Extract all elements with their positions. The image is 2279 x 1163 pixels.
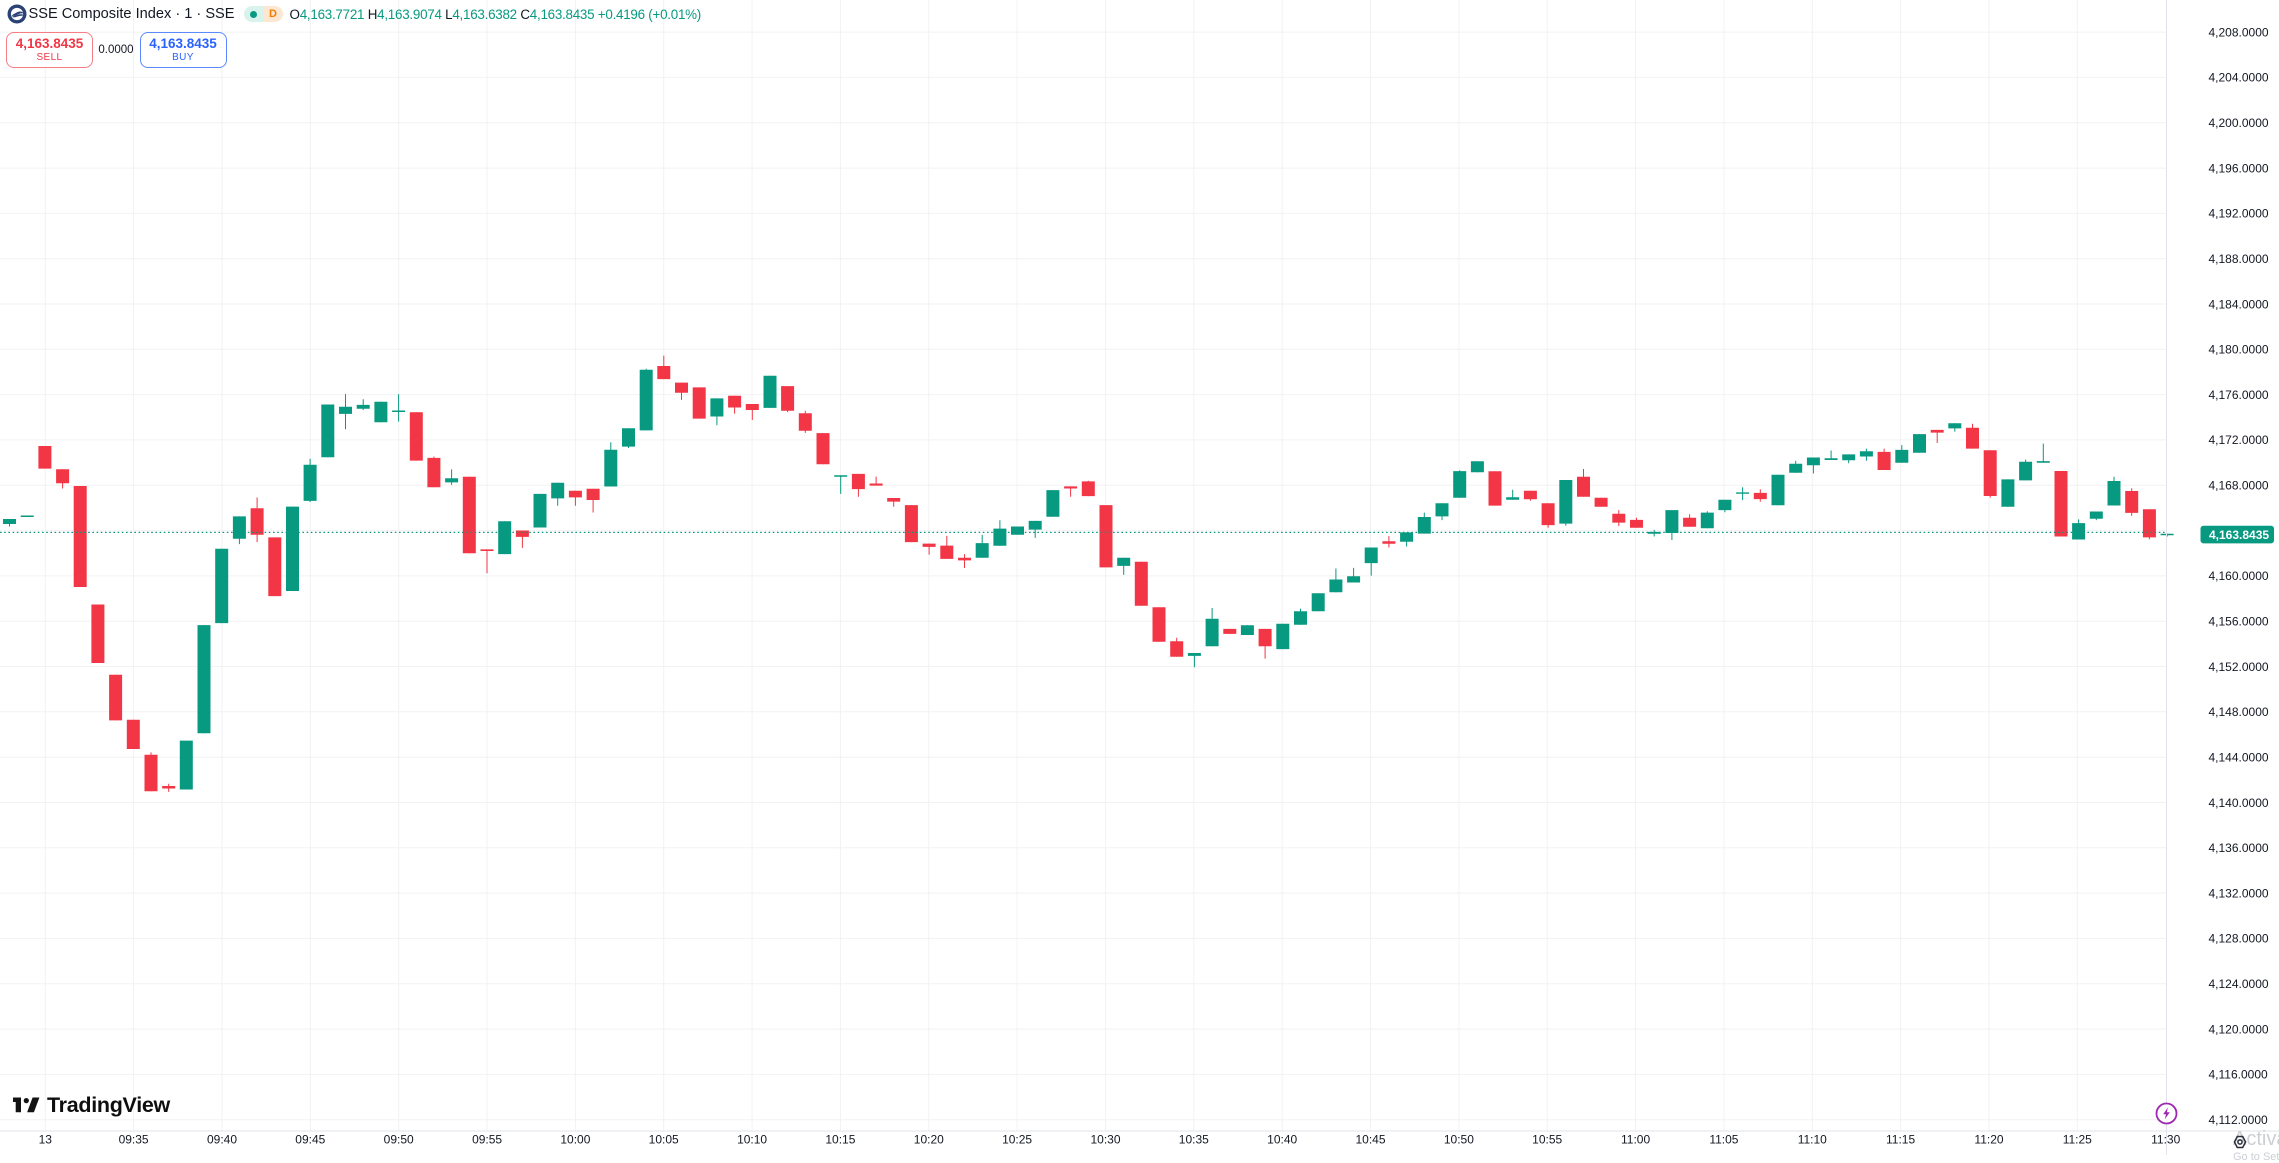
- svg-text:4,140.0000: 4,140.0000: [2209, 796, 2269, 810]
- svg-text:4,148.0000: 4,148.0000: [2209, 705, 2269, 719]
- svg-text:4,132.0000: 4,132.0000: [2209, 886, 2269, 900]
- svg-text:11:30: 11:30: [2151, 1133, 2180, 1147]
- svg-text:11:05: 11:05: [1709, 1133, 1738, 1147]
- svg-text:4,160.0000: 4,160.0000: [2209, 569, 2269, 583]
- svg-text:10:35: 10:35: [1179, 1133, 1209, 1147]
- svg-text:10:40: 10:40: [1267, 1133, 1297, 1147]
- svg-text:10:10: 10:10: [737, 1133, 767, 1147]
- svg-text:4,136.0000: 4,136.0000: [2209, 841, 2269, 855]
- svg-text:10:15: 10:15: [825, 1133, 855, 1147]
- svg-text:4,200.0000: 4,200.0000: [2209, 116, 2269, 130]
- svg-text:09:40: 09:40: [207, 1133, 237, 1147]
- svg-text:09:50: 09:50: [384, 1133, 414, 1147]
- svg-text:09:45: 09:45: [295, 1133, 325, 1147]
- svg-text:4,208.0000: 4,208.0000: [2209, 25, 2269, 39]
- svg-text:4,172.0000: 4,172.0000: [2209, 433, 2269, 447]
- svg-text:4,156.0000: 4,156.0000: [2209, 615, 2269, 629]
- svg-text:09:55: 09:55: [472, 1133, 502, 1147]
- svg-text:4,184.0000: 4,184.0000: [2209, 297, 2269, 311]
- svg-text:4,180.0000: 4,180.0000: [2209, 343, 2269, 357]
- svg-text:11:25: 11:25: [2063, 1133, 2092, 1147]
- svg-text:4,176.0000: 4,176.0000: [2209, 388, 2269, 402]
- svg-text:4,112.0000: 4,112.0000: [2209, 1113, 2268, 1127]
- svg-text:4,168.0000: 4,168.0000: [2209, 479, 2269, 493]
- svg-text:4,116.0000: 4,116.0000: [2209, 1068, 2268, 1082]
- svg-text:4,124.0000: 4,124.0000: [2209, 977, 2269, 991]
- svg-text:10:25: 10:25: [1002, 1133, 1032, 1147]
- svg-text:4,128.0000: 4,128.0000: [2209, 932, 2269, 946]
- svg-text:4,144.0000: 4,144.0000: [2209, 751, 2269, 765]
- svg-text:11:10: 11:10: [1798, 1133, 1827, 1147]
- svg-text:10:20: 10:20: [914, 1133, 944, 1147]
- svg-text:11:20: 11:20: [1974, 1133, 2003, 1147]
- svg-text:11:00: 11:00: [1621, 1133, 1650, 1147]
- svg-text:4,120.0000: 4,120.0000: [2209, 1022, 2269, 1036]
- svg-text:09:35: 09:35: [119, 1133, 149, 1147]
- svg-text:4,152.0000: 4,152.0000: [2209, 660, 2269, 674]
- svg-text:10:50: 10:50: [1444, 1133, 1474, 1147]
- svg-text:4,188.0000: 4,188.0000: [2209, 252, 2269, 266]
- svg-text:4,192.0000: 4,192.0000: [2209, 207, 2269, 221]
- svg-text:4,204.0000: 4,204.0000: [2209, 71, 2269, 85]
- svg-text:4,163.8435: 4,163.8435: [2209, 528, 2269, 542]
- svg-text:4,196.0000: 4,196.0000: [2209, 161, 2269, 175]
- svg-text:10:00: 10:00: [560, 1133, 590, 1147]
- svg-text:10:05: 10:05: [649, 1133, 679, 1147]
- svg-text:11:15: 11:15: [1886, 1133, 1915, 1147]
- svg-text:10:30: 10:30: [1090, 1133, 1120, 1147]
- svg-text:13: 13: [39, 1133, 53, 1147]
- svg-text:10:55: 10:55: [1532, 1133, 1562, 1147]
- svg-text:10:45: 10:45: [1355, 1133, 1385, 1147]
